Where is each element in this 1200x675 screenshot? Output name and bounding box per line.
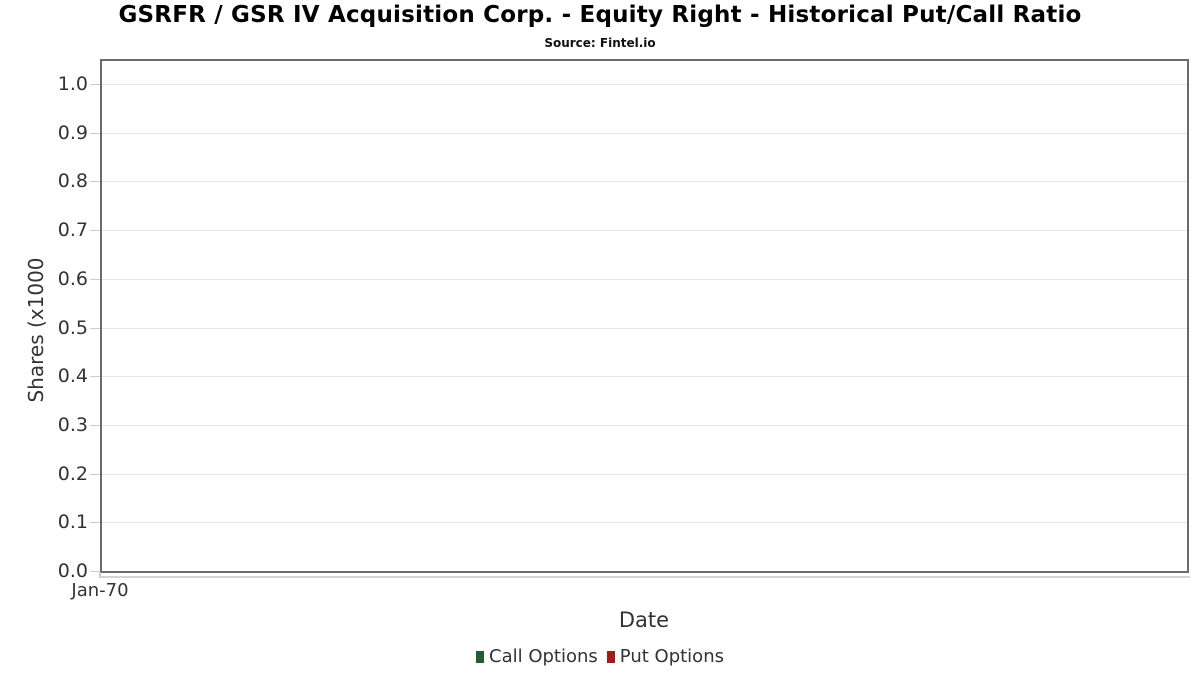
- y-axis-title: Shares (x1000: [24, 257, 48, 403]
- gridline: [102, 328, 1187, 329]
- y-tick-label: 0.2: [57, 463, 88, 485]
- y-tick-mark: [90, 133, 100, 134]
- y-tick-mark: [90, 328, 100, 329]
- y-tick-mark: [90, 181, 100, 182]
- legend: Call Options Put Options: [0, 646, 1200, 668]
- y-tick-mark: [90, 230, 100, 231]
- y-tick-label: 0.6: [57, 268, 88, 290]
- y-tick-mark: [90, 376, 100, 377]
- y-tick-mark: [90, 474, 100, 475]
- gridline: [102, 133, 1187, 134]
- plot-area: [100, 59, 1189, 573]
- gridline: [102, 425, 1187, 426]
- y-tick-mark: [90, 571, 100, 572]
- y-tick-label: 0.3: [57, 414, 88, 436]
- gridline: [102, 279, 1187, 280]
- x-axis-line: [99, 576, 1190, 578]
- y-tick-label: 0.7: [57, 219, 88, 241]
- legend-label: Put Options: [619, 646, 724, 667]
- y-tick-mark: [90, 279, 100, 280]
- gridline: [102, 230, 1187, 231]
- chart-subtitle: Source: Fintel.io: [544, 36, 656, 50]
- y-tick-label: 0.4: [57, 365, 88, 387]
- y-tick-mark: [90, 522, 100, 523]
- gridline: [102, 474, 1187, 475]
- y-tick-label: 1.0: [57, 73, 88, 95]
- x-tick-mark: [99, 572, 101, 578]
- gridline: [102, 181, 1187, 182]
- y-tick-label: 0.1: [57, 511, 88, 533]
- legend-item-put-options[interactable]: Put Options: [606, 646, 724, 668]
- chart-title: GSRFR / GSR IV Acquisition Corp. - Equit…: [118, 2, 1082, 28]
- gridline: [102, 522, 1187, 523]
- gridline: [102, 84, 1187, 85]
- y-tick-label: 0.8: [57, 170, 88, 192]
- legend-marker: [606, 651, 615, 663]
- y-tick-label: 0.0: [57, 560, 88, 582]
- x-axis-title: Date: [618, 608, 670, 632]
- legend-label: Call Options: [489, 646, 598, 667]
- y-tick-mark: [90, 425, 100, 426]
- y-tick-mark: [90, 84, 100, 85]
- gridline: [102, 376, 1187, 377]
- y-tick-label: 0.9: [57, 122, 88, 144]
- legend-marker: [476, 651, 485, 663]
- legend-item-call-options[interactable]: Call Options: [476, 646, 598, 668]
- x-tick-label: Jan-70: [71, 580, 129, 601]
- y-tick-label: 0.5: [57, 317, 88, 339]
